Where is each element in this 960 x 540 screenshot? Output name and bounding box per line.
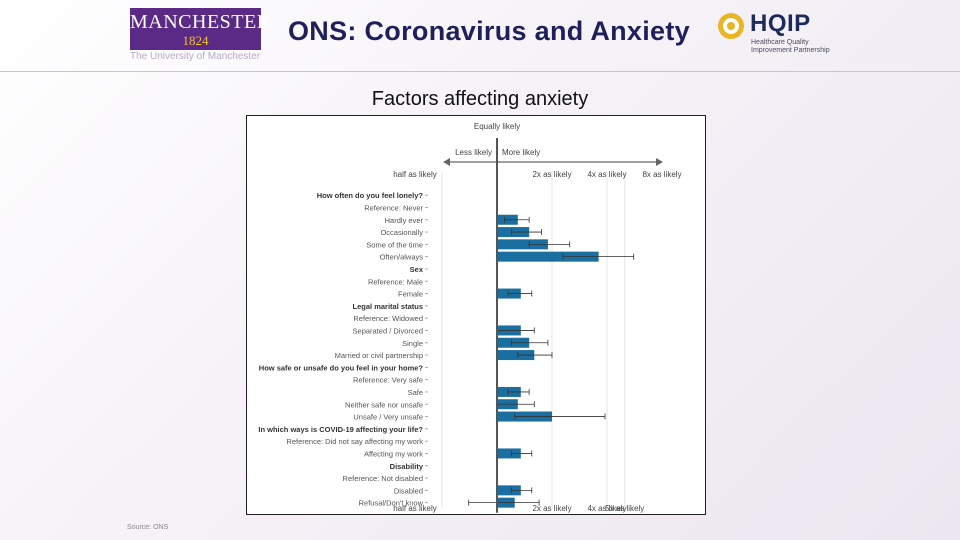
less-likely-label: Less likely bbox=[455, 148, 492, 157]
header-divider bbox=[0, 71, 960, 72]
row-label-4: Some of the time bbox=[366, 240, 423, 249]
bar-13 bbox=[497, 350, 535, 361]
bottom-tick-label-0: half as likely bbox=[393, 504, 437, 513]
hqip-emblem-icon bbox=[718, 13, 744, 39]
top-tick-label-2: 4x as likely bbox=[587, 170, 626, 179]
row-label-19: In which ways is COVID-19 affecting your… bbox=[258, 425, 423, 434]
row-label-24: Disabled bbox=[394, 486, 423, 495]
row-label-7: Reference: Male bbox=[368, 277, 423, 286]
chart-heading: Factors affecting anxiety bbox=[371, 88, 589, 110]
row-label-14: How safe or unsafe do you feel in your h… bbox=[259, 363, 424, 372]
hqip-subtitle: Healthcare Quality Improvement Partnersh… bbox=[751, 39, 830, 54]
equally-likely-label: Equally likely bbox=[474, 122, 520, 131]
bottom-tick-label-1: 2x as likely bbox=[532, 504, 571, 513]
top-tick-label-3: 8x as likely bbox=[642, 170, 681, 179]
row-label-16: Safe bbox=[408, 388, 423, 397]
more-likely-label: More likely bbox=[502, 148, 540, 157]
row-label-9: Legal marital status bbox=[353, 302, 423, 311]
row-label-13: Married or civil partnership bbox=[335, 351, 423, 360]
top-tick-label-0: half as likely bbox=[393, 170, 437, 179]
bottom-tick-label-2: 4x as likely bbox=[587, 504, 626, 513]
slide-header: MANCHESTER 1824 The University of Manche… bbox=[0, 0, 960, 72]
hqip-logo-text: HQIP bbox=[750, 10, 811, 37]
row-label-8: Female bbox=[398, 290, 423, 299]
row-label-1: Reference: Never bbox=[364, 203, 423, 212]
university-logo: MANCHESTER 1824 bbox=[130, 8, 271, 50]
bar-4 bbox=[497, 239, 548, 250]
logo-main-text: MANCHESTER bbox=[130, 11, 271, 33]
row-label-11: Separated / Divorced bbox=[353, 326, 423, 335]
row-label-20: Reference: Did not say affecting my work bbox=[286, 437, 423, 446]
row-label-2: Hardly ever bbox=[385, 216, 424, 225]
chart-frame: Equally likely Less likely More likely half… bbox=[246, 115, 706, 515]
row-label-15: Reference: Very safe bbox=[353, 376, 423, 385]
row-label-10: Reference: Widowed bbox=[353, 314, 423, 323]
top-tick-label-1: 2x as likely bbox=[532, 170, 571, 179]
row-label-0: How often do you feel lonely? bbox=[317, 191, 424, 200]
bar-21 bbox=[497, 448, 521, 459]
row-label-17: Neither safe nor unsafe bbox=[345, 400, 423, 409]
row-label-18: Unsafe / Very unsafe bbox=[353, 413, 423, 422]
row-label-12: Single bbox=[402, 339, 423, 348]
bottom-tick-label-3: 5x as likely bbox=[605, 504, 644, 513]
left-arrow-head bbox=[443, 158, 450, 166]
forest-bar-chart: Equally likely Less likely More likely half… bbox=[258, 122, 681, 513]
bar-24 bbox=[497, 485, 521, 496]
row-label-5: Often/always bbox=[380, 253, 424, 262]
row-label-3: Occasionally bbox=[380, 228, 423, 237]
row-label-22: Disability bbox=[390, 462, 424, 471]
row-label-23: Reference: Not disabled bbox=[343, 474, 423, 483]
source-note: Source: ONS bbox=[127, 524, 169, 531]
row-label-25: Refusal/Don't know bbox=[359, 499, 424, 508]
row-label-21: Affecting my work bbox=[364, 449, 423, 458]
row-label-6: Sex bbox=[410, 265, 424, 274]
bar-5 bbox=[497, 251, 599, 262]
slide-title: ONS: Coronavirus and Anxiety bbox=[288, 16, 690, 46]
university-name: The University of Manchester bbox=[130, 51, 261, 62]
right-arrow-head bbox=[656, 158, 663, 166]
logo-year-text: 1824 bbox=[182, 33, 209, 48]
